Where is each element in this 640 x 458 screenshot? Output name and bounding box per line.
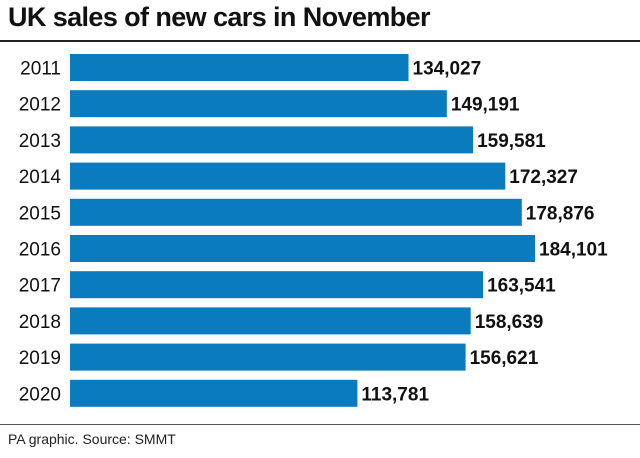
value-label-2011: 134,027: [413, 59, 482, 80]
bar-2015: [70, 198, 522, 226]
title-divider: [0, 40, 640, 42]
category-label-2017: 2017: [19, 276, 61, 297]
category-label-2015: 2015: [19, 203, 61, 224]
category-label-2018: 2018: [19, 312, 61, 333]
category-label-2020: 2020: [19, 384, 61, 405]
value-label-2016: 184,101: [539, 240, 608, 261]
bar-2011: [70, 54, 409, 81]
footer-divider: [0, 424, 640, 425]
category-label-2012: 2012: [19, 95, 61, 116]
value-label-2015: 178,876: [526, 203, 595, 224]
bar-2012: [70, 90, 447, 118]
value-label-2020: 113,781: [361, 384, 429, 405]
bar-2013: [70, 126, 474, 154]
category-label-2014: 2014: [19, 167, 62, 188]
value-label-2019: 156,621: [470, 348, 539, 369]
bar-chart: 2011 134,027 2012 149,191 2013 159,581 2014 172…: [19, 54, 608, 407]
category-label-2019: 2019: [19, 348, 61, 369]
value-label-2012: 149,191: [451, 95, 520, 116]
category-label-2011: 2011: [20, 59, 61, 80]
bar-2014: [70, 162, 506, 190]
source-note: PA graphic. Source: SMMT: [8, 431, 176, 447]
value-label-2013: 159,581: [477, 131, 546, 152]
category-label-2013: 2013: [19, 131, 61, 152]
value-label-2017: 163,541: [487, 276, 556, 297]
bar-2020: [70, 379, 358, 407]
value-label-2018: 158,639: [475, 312, 544, 333]
chart-title: UK sales of new cars in November: [8, 2, 431, 32]
bar-2019: [70, 343, 466, 371]
bar-2018: [70, 307, 471, 335]
category-label-2016: 2016: [19, 240, 61, 261]
value-label-2014: 172,327: [509, 167, 578, 188]
bar-2017: [70, 271, 484, 299]
bar-2016: [70, 235, 535, 262]
